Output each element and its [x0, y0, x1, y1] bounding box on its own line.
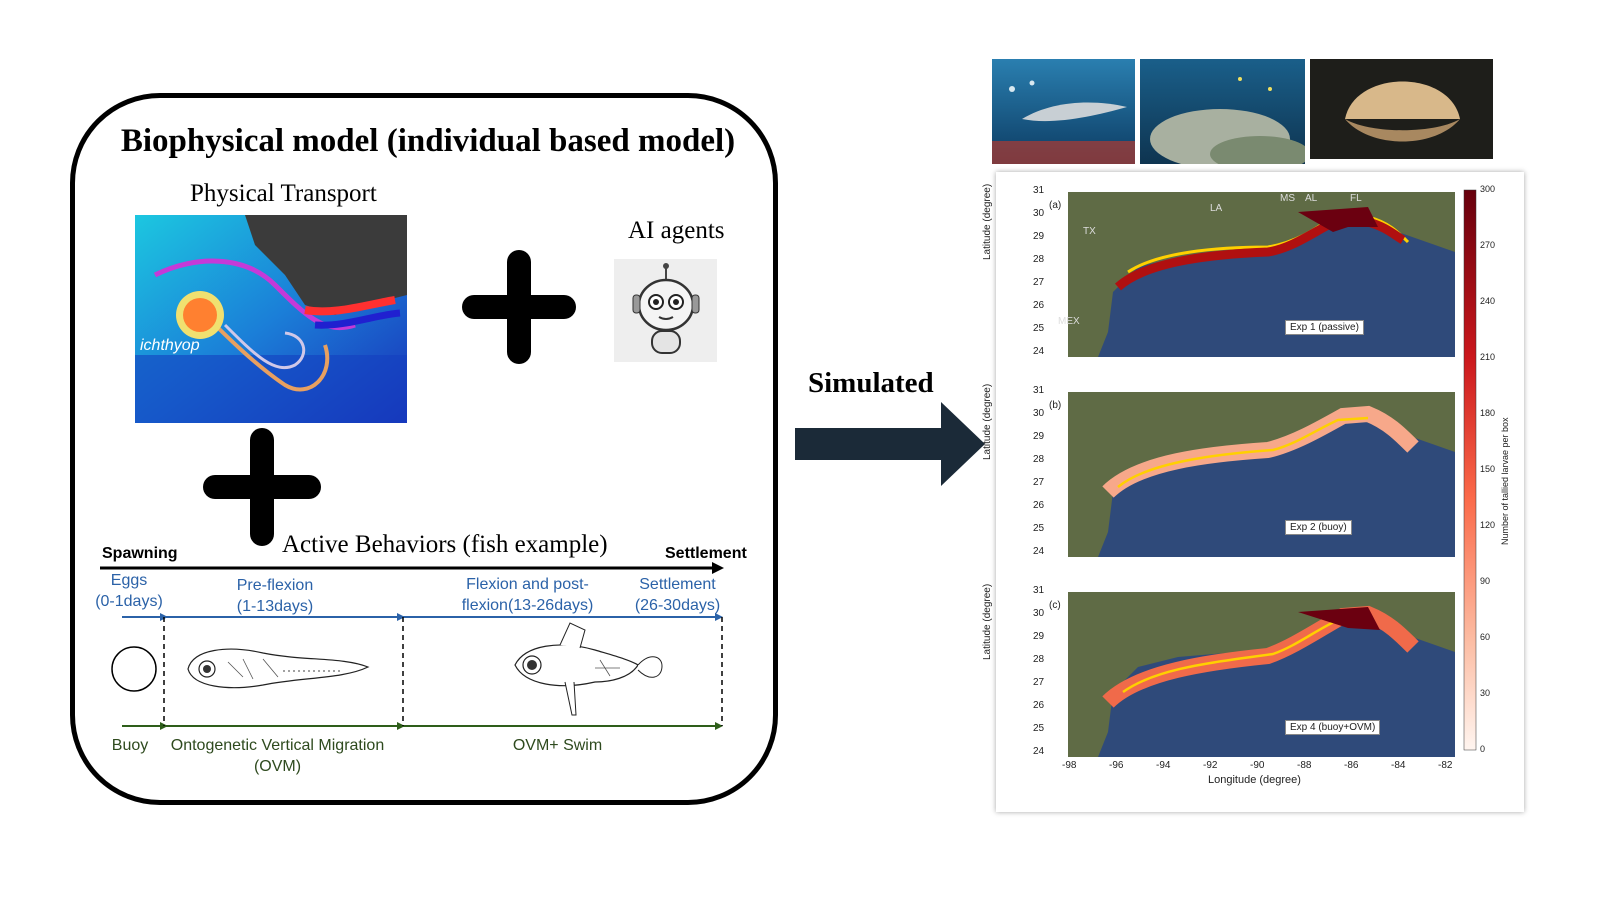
panel-tag-c: (c)	[1049, 600, 1061, 611]
region-mex: MEX	[1058, 316, 1080, 327]
colorbar-ticks: 300 270 240 210 180 150 120 90 60 30 0	[1480, 184, 1496, 754]
stage-pre-flexion: Pre-flexion (1-13days)	[236, 577, 314, 615]
timeline-lines	[100, 560, 725, 740]
physical-transport-image: ichthyop	[135, 215, 407, 423]
behavior-ovm: Ontogenetic Vertical Migration (OVM)	[170, 737, 385, 775]
region-al: AL	[1305, 193, 1318, 204]
svg-text:ichthyop: ichthyop	[140, 337, 200, 354]
ylabel-a: Latitude (degree)	[982, 183, 993, 260]
barracuda-photo	[992, 59, 1135, 164]
scallop-photo	[1310, 59, 1493, 159]
behavior-buoy: Buoy	[111, 737, 149, 754]
plus-icon	[462, 250, 576, 364]
stage-settlement: Settlement (26-30days)	[634, 576, 721, 614]
ylabel-b: Latitude (degree)	[982, 383, 993, 460]
ylabel-c: Latitude (degree)	[982, 583, 993, 660]
stage-flexion: Flexion and post-flexion(13-26days)	[461, 576, 594, 614]
maps-svg	[1068, 189, 1477, 757]
panel-label-a: Exp 1 (passive)	[1285, 320, 1364, 335]
region-tx: TX	[1083, 226, 1096, 237]
plus-icon	[203, 428, 321, 546]
physical-transport-label: Physical Transport	[190, 180, 377, 207]
region-la: LA	[1210, 203, 1223, 214]
flexion-larva-icon	[510, 620, 665, 720]
spawning-label: Spawning	[102, 545, 178, 562]
egg-icon	[110, 645, 158, 693]
panel-label-c: Exp 4 (buoy+OVM)	[1285, 720, 1381, 735]
active-behaviors-label: Active Behaviors (fish example)	[282, 531, 608, 558]
panel-tag-a: (a)	[1049, 200, 1062, 211]
panel-tag-b: (b)	[1049, 400, 1062, 411]
biophysical-model-panel	[70, 93, 778, 805]
arrow-right-icon	[795, 402, 987, 486]
stage-eggs: Eggs (0-1days)	[95, 572, 163, 610]
pre-flexion-larva-icon	[183, 637, 373, 699]
behavior-ovm-swim: OVM+ Swim	[512, 737, 603, 754]
settlement-header: Settlement	[665, 545, 747, 562]
panel-label-b: Exp 2 (buoy)	[1285, 520, 1352, 535]
ai-agents-label: AI agents	[628, 217, 725, 244]
coral-photo	[1140, 59, 1310, 172]
colorbar-label: Number of tallied larvae per box	[1500, 417, 1510, 545]
region-fl: FL	[1350, 193, 1362, 204]
simulated-label: Simulated	[808, 367, 934, 399]
region-ms: MS	[1280, 193, 1295, 204]
x-axis: -98 -96 -94 -92 -90 -88 -86 -84 -82	[1062, 760, 1453, 771]
xlabel: Longitude (degree)	[1208, 774, 1301, 786]
panel-title: Biophysical model (individual based mode…	[120, 123, 736, 159]
robot-icon	[614, 259, 717, 362]
